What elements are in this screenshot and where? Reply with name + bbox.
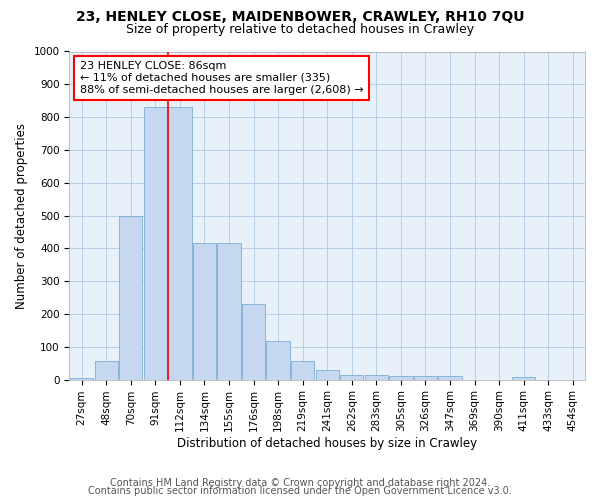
Text: Contains HM Land Registry data © Crown copyright and database right 2024.: Contains HM Land Registry data © Crown c… (110, 478, 490, 488)
Bar (439, 376, 461, 380)
Text: Size of property relative to detached houses in Crawley: Size of property relative to detached ho… (126, 22, 474, 36)
Bar (95, 361, 118, 380)
Bar (512, 378, 535, 380)
Bar (168, 108, 191, 380)
Bar (414, 376, 437, 380)
Bar (242, 304, 265, 380)
Bar (365, 375, 388, 380)
Y-axis label: Number of detached properties: Number of detached properties (15, 122, 28, 308)
Text: 23 HENLEY CLOSE: 86sqm
← 11% of detached houses are smaller (335)
88% of semi-de: 23 HENLEY CLOSE: 86sqm ← 11% of detached… (80, 62, 364, 94)
Bar (340, 375, 364, 380)
Bar (266, 341, 290, 380)
Bar (291, 361, 314, 380)
Bar (389, 376, 413, 380)
Bar (193, 244, 216, 380)
Bar (316, 370, 339, 380)
X-axis label: Distribution of detached houses by size in Crawley: Distribution of detached houses by size … (177, 437, 477, 450)
Bar (70, 378, 94, 380)
Text: 23, HENLEY CLOSE, MAIDENBOWER, CRAWLEY, RH10 7QU: 23, HENLEY CLOSE, MAIDENBOWER, CRAWLEY, … (76, 10, 524, 24)
Bar (143, 108, 167, 380)
Bar (217, 244, 241, 380)
Text: Contains public sector information licensed under the Open Government Licence v3: Contains public sector information licen… (88, 486, 512, 496)
Bar (119, 216, 142, 380)
